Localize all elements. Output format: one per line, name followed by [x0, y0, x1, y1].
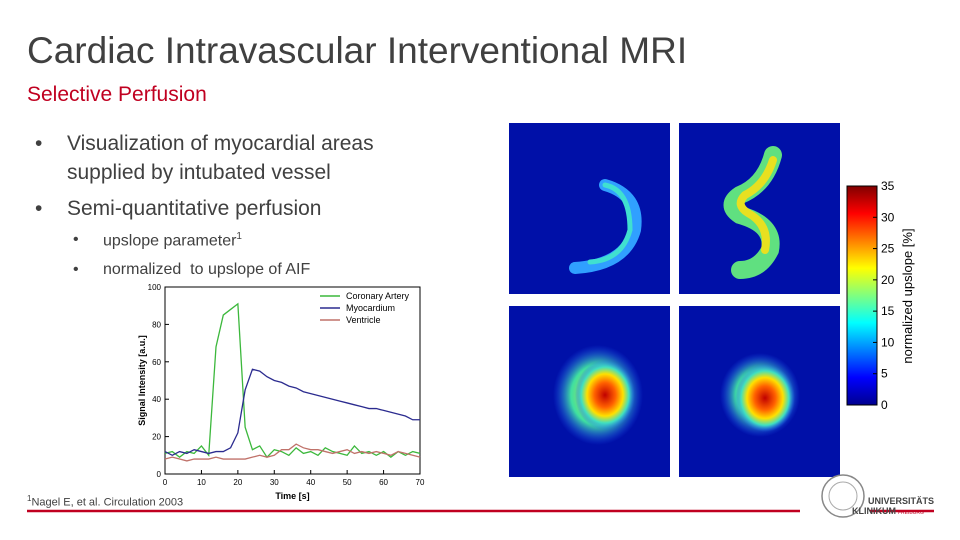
text: upslope parameter [103, 232, 237, 250]
x-tick-label: 40 [306, 478, 315, 487]
x-tick-label: 60 [379, 478, 388, 487]
footnote: 1Nagel E, et al. Circulation 2003 [27, 494, 183, 509]
plot-frame [164, 286, 421, 475]
superscript: 1 [27, 494, 32, 503]
colorbar-tick-label: 25 [881, 242, 895, 256]
bullet-dot: • [35, 132, 43, 155]
x-tick-label: 30 [270, 478, 279, 487]
colorbar-ticks: 0 5 10 15 20 25 30 35 [873, 179, 895, 412]
colorbar-tick-label: 35 [881, 179, 895, 193]
bullet-text: Visualization of myocardial areas suppli… [67, 132, 374, 184]
logo-seal [828, 481, 858, 511]
bullet: • Semi-quantitative perfusion [35, 194, 435, 224]
map-blob [575, 360, 635, 430]
logo-text: FREIBURG [898, 510, 924, 516]
y-tick-label: 100 [148, 283, 162, 292]
map-blob [735, 364, 795, 432]
y-tick-label: 0 [157, 470, 162, 479]
slide-title: Cardiac Intravascular Interventional MRI [27, 30, 688, 71]
logo-seal [821, 474, 865, 518]
colorbar-tick-label: 20 [881, 273, 895, 287]
colorbar-label: normalized upslope [%] [900, 228, 915, 363]
legend-label: Ventricle [346, 315, 381, 325]
x-tick-label: 50 [343, 478, 352, 487]
series-line [164, 443, 421, 462]
text: Nagel E, et al. Circulation 2003 [31, 496, 184, 509]
colorbar-tick-label: 0 [881, 398, 888, 412]
y-tick-label: 80 [152, 320, 161, 329]
perfusion-maps [509, 123, 840, 477]
map-blob [587, 182, 633, 265]
x-tick-label: 10 [197, 478, 206, 487]
y-tick-label: 20 [152, 433, 161, 442]
bullet-text: Semi-quantitative perfusion [67, 197, 322, 220]
bullet-dot: • [73, 231, 79, 248]
x-tick-label: 20 [233, 478, 242, 487]
y-tick-label: 60 [152, 358, 161, 367]
line-chart: 0 10 20 30 40 50 60 70 0 20 40 60 80 100 Time [s] Signa… [137, 283, 425, 501]
legend-label: Coronary Artery [346, 291, 410, 301]
bullet: • Visualization of myocardial areas supp… [35, 129, 435, 189]
x-axis-label: Time [s] [275, 491, 309, 501]
superscript: 1 [236, 231, 242, 242]
x-tick-label: 0 [163, 478, 168, 487]
bullet-text: normalized to upslope of AIF [103, 261, 311, 278]
slide-subtitle: Selective Perfusion [27, 83, 207, 106]
logo-text: KLINIKUM [852, 506, 896, 516]
y-axis-label: Signal Intensity [a.u.] [137, 335, 147, 426]
x-tick-label: 70 [416, 478, 425, 487]
colorbar-tick-label: 5 [881, 367, 888, 381]
colorbar-tick-label: 30 [881, 210, 895, 224]
colorbar-tick-label: 15 [881, 304, 895, 318]
series-line [164, 368, 420, 457]
y-tick-label: 40 [152, 395, 161, 404]
colorbar-tick-label: 10 [881, 335, 895, 349]
logo-text: UNIVERSITÄTS [868, 496, 934, 506]
bullet-dot: • [73, 261, 79, 278]
legend-label: Myocardium [346, 303, 395, 313]
map-blob [736, 156, 777, 254]
bullet-text: upslope parameter1 [103, 231, 242, 250]
bullet-dot: • [35, 197, 43, 220]
colorbar [846, 185, 878, 406]
